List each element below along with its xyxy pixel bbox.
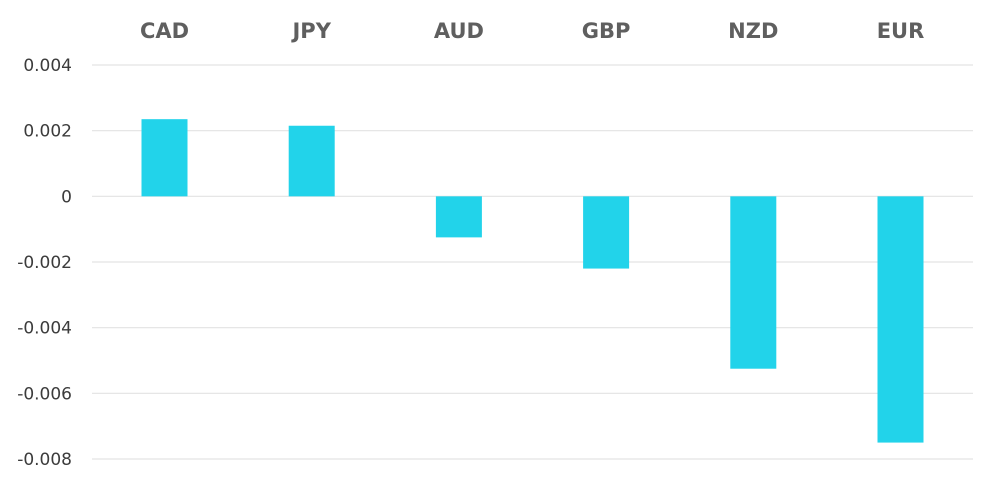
y-tick-label: 0.004 — [23, 56, 72, 76]
y-tick-label: -0.006 — [17, 384, 72, 404]
gridlines — [92, 64, 973, 460]
category-label-gbp: GBP — [582, 19, 631, 43]
bar-gbp — [583, 196, 630, 269]
y-tick-label: 0 — [61, 187, 72, 207]
y-tick-label: -0.004 — [17, 319, 72, 339]
y-axis-ticks: 0.004 0.002 0 -0.002 -0.004 -0.006 -0.008 — [17, 56, 72, 470]
category-label-jpy: JPY — [290, 19, 331, 43]
category-label-eur: EUR — [877, 19, 925, 43]
bar-nzd — [730, 196, 777, 369]
y-tick-label: -0.002 — [17, 253, 72, 273]
bar-cad — [141, 119, 188, 197]
bar-eur — [877, 196, 924, 443]
category-label-aud: AUD — [434, 19, 484, 43]
category-label-cad: CAD — [140, 19, 189, 43]
y-tick-label: 0.002 — [23, 122, 72, 142]
bar-jpy — [288, 125, 335, 197]
category-label-nzd: NZD — [728, 19, 778, 43]
bar-aud — [435, 196, 482, 238]
category-labels: CAD JPY AUD GBP NZD EUR — [140, 19, 924, 43]
bars — [141, 119, 924, 443]
y-tick-label: -0.008 — [17, 450, 72, 470]
